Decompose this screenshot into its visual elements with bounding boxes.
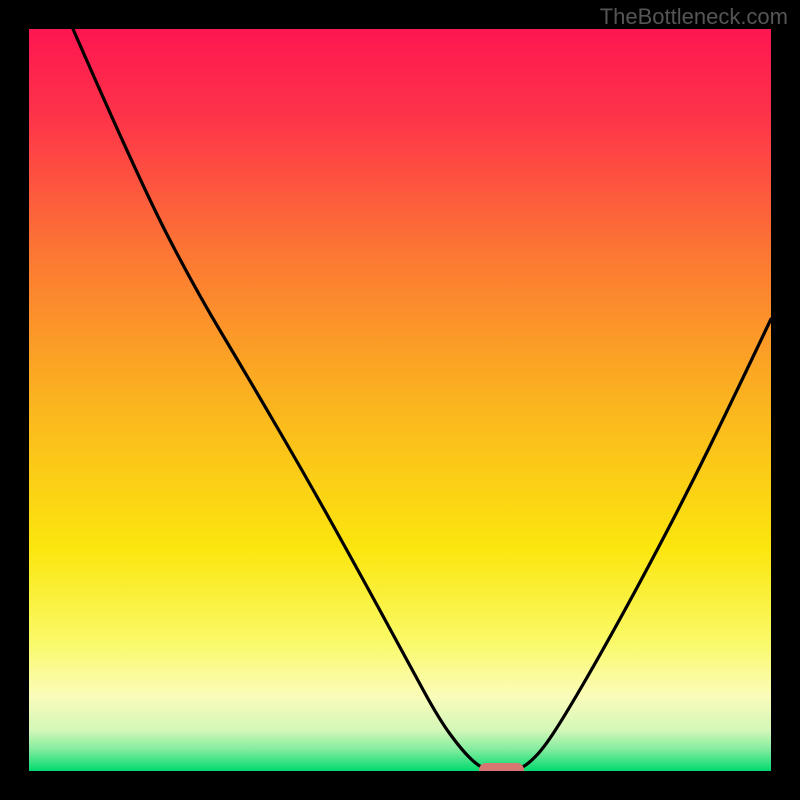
chart-container: TheBottleneck.com [0,0,800,800]
plot-svg [29,29,771,771]
optimal-marker [479,763,524,771]
attribution-text: TheBottleneck.com [600,4,788,30]
plot-area [29,29,771,771]
gradient-background [29,29,771,771]
